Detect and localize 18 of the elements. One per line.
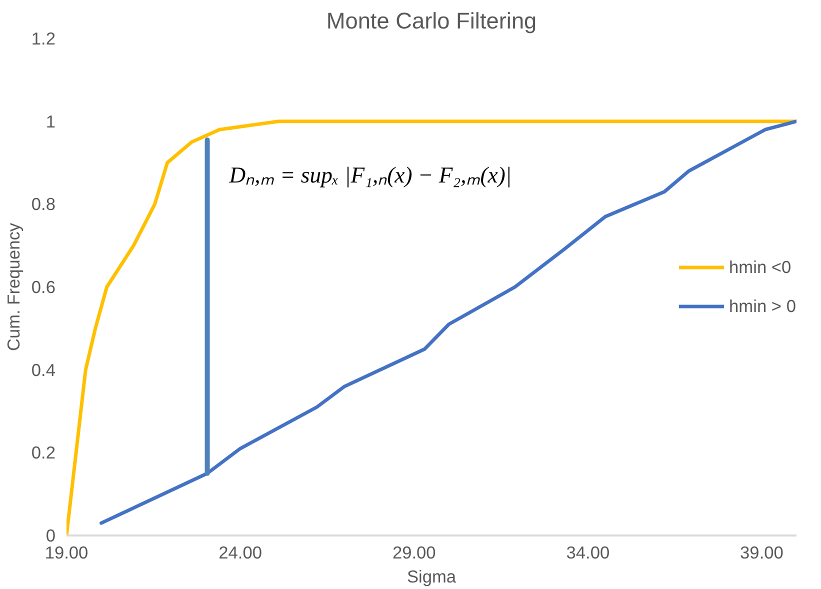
y-tick-label: 0.6 [31, 277, 56, 297]
y-tick-label: 0.2 [31, 442, 56, 463]
y-tick-label: 0.8 [31, 194, 56, 214]
x-tick-label: 19.00 [44, 542, 88, 562]
y-axis-title: Cum. Frequency [3, 222, 24, 352]
x-tick-label: 39.00 [740, 542, 784, 562]
chart-title: Monte Carlo Filtering [326, 8, 537, 34]
x-tick-label: 29.00 [392, 542, 436, 562]
y-tick-label: 1.2 [31, 28, 56, 48]
annotation: Dₙ,ₘ = supₓ |F₁,ₙ(x) − F₂,ₘ(x)| [228, 162, 512, 188]
y-tick-label: 1 [46, 111, 56, 132]
y-tick-label: 0 [46, 526, 56, 546]
x-axis-title: Sigma [406, 566, 456, 586]
x-tick-label: 34.00 [566, 542, 610, 562]
x-tick-label: 24.00 [218, 542, 262, 562]
y-tick-label: 0.4 [31, 360, 56, 380]
legend-label: hmin <0 [729, 256, 792, 278]
legend-label: hmin > 0 [729, 296, 796, 316]
